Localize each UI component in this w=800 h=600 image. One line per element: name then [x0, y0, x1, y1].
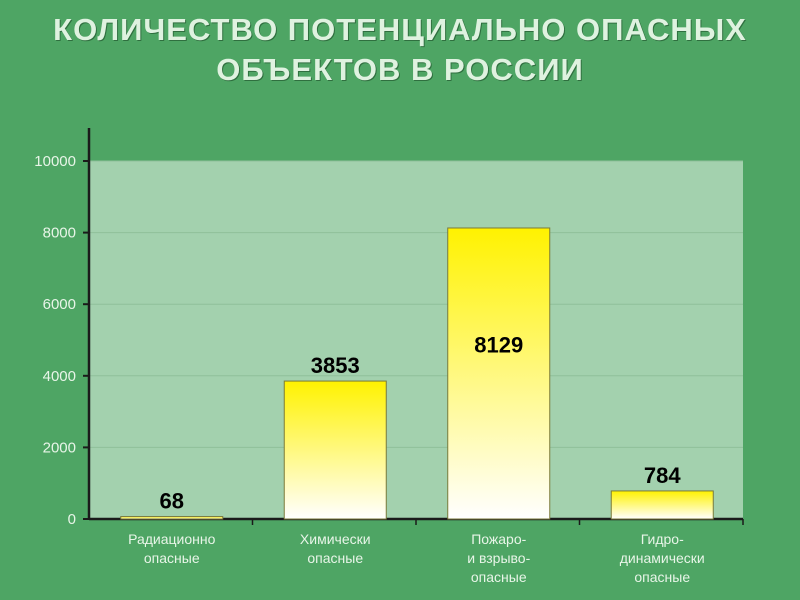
x-tick-label: опасные: [307, 550, 363, 566]
y-tick-label: 4000: [43, 368, 76, 385]
y-tick-label: 2000: [43, 439, 76, 456]
data-label: 784: [644, 463, 681, 488]
data-label: 68: [160, 489, 184, 514]
x-tick-label: динамически: [620, 550, 705, 566]
y-tick-label: 10000: [34, 153, 76, 170]
title-line-1: КОЛИЧЕСТВО ПОТЕНЦИАЛЬНО ОПАСНЫХ: [53, 12, 747, 47]
bar: [447, 227, 551, 520]
x-tick-label: и взрыво-: [467, 550, 530, 566]
x-tick-label: Химически: [300, 531, 371, 547]
plot-area: [89, 161, 743, 519]
bar: [610, 490, 714, 520]
y-tick-label: 0: [68, 511, 76, 528]
bar: [120, 516, 224, 520]
data-label: 3853: [311, 353, 360, 378]
x-tick-label: опасные: [471, 569, 527, 585]
y-tick-label: 8000: [43, 225, 76, 242]
x-tick-label: опасные: [144, 550, 200, 566]
data-label: 8129: [474, 332, 523, 357]
y-tick-label: 6000: [43, 296, 76, 313]
x-tick-label: Радиационно: [128, 531, 216, 547]
title-line-2: ОБЪЕКТОВ В РОССИИ: [216, 52, 584, 87]
x-tick-label: Гидро-: [641, 531, 684, 547]
page-title: КОЛИЧЕСТВО ПОТЕНЦИАЛЬНО ОПАСНЫХ ОБЪЕКТОВ…: [0, 10, 800, 90]
x-tick-label: Пожаро-: [471, 531, 526, 547]
x-tick-label: опасные: [634, 569, 690, 585]
bar: [283, 380, 387, 520]
